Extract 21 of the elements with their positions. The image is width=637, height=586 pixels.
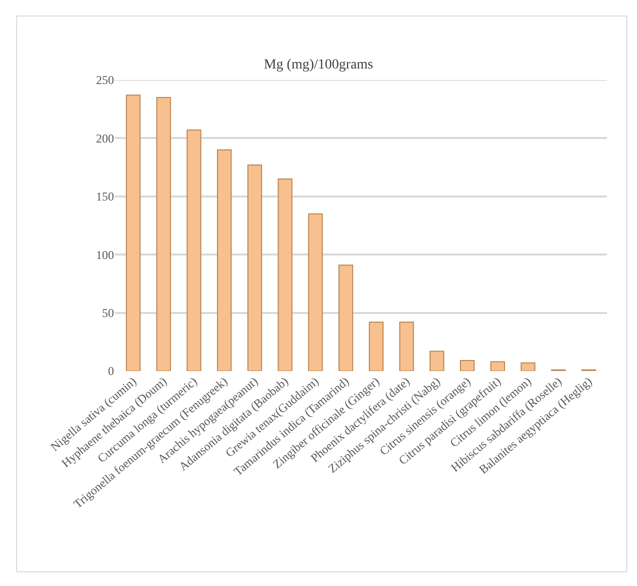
- y-tick-label: 50: [102, 306, 114, 320]
- bar: [247, 164, 262, 371]
- bar: [490, 361, 505, 371]
- bar: [399, 322, 414, 371]
- y-tick-label: 200: [96, 131, 114, 146]
- bar: [186, 130, 202, 371]
- y-tick-label: 250: [96, 73, 114, 88]
- bar: [338, 264, 354, 371]
- y-tick-label: 0: [108, 364, 114, 378]
- y-tick-label: 100: [96, 248, 114, 262]
- chart-title: Mg (mg)/100grams: [264, 57, 374, 72]
- bar: [308, 213, 323, 371]
- bar: [430, 350, 444, 371]
- bar: [368, 322, 384, 371]
- bar: [126, 94, 141, 371]
- bar: [217, 149, 232, 371]
- y-tick-label: 150: [96, 190, 114, 204]
- bar: [278, 178, 292, 371]
- bar: [460, 360, 475, 371]
- bar: [156, 96, 171, 371]
- bar: [520, 362, 536, 371]
